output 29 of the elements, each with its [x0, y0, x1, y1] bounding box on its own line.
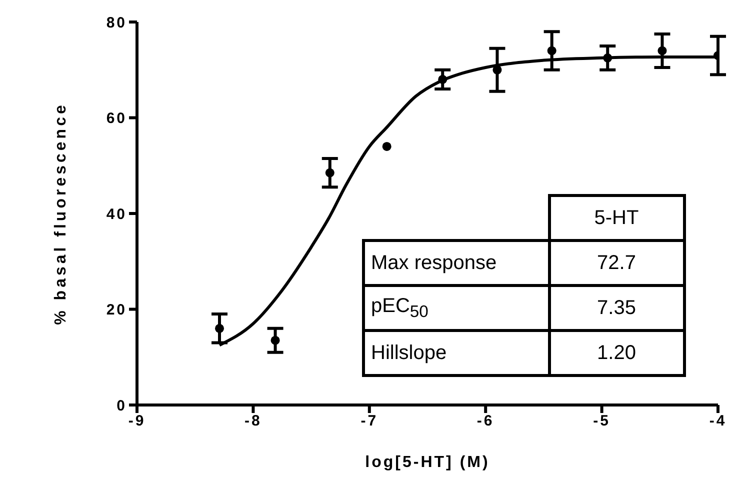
point — [658, 46, 667, 56]
point — [438, 74, 448, 84]
annotation: Hillslope — [364, 330, 549, 376]
x-tick-label: -4 — [709, 412, 727, 430]
y-axis-title: % basal fluorescence — [52, 102, 70, 325]
annotation: 72.7 — [549, 240, 684, 286]
x-tick-label: -9 — [128, 412, 146, 430]
point — [270, 336, 280, 345]
annotation: Max response — [364, 240, 549, 286]
x-tick-label: -7 — [360, 412, 378, 430]
annotation: 5-HT — [549, 196, 684, 240]
x-axis-title: log[5-HT] (M) — [365, 454, 490, 471]
y-tick-label: 60 — [106, 110, 127, 128]
point — [382, 142, 392, 151]
x-tick-label: -8 — [244, 412, 262, 430]
point — [325, 168, 334, 178]
annotation: pEC$_{50}$ — [364, 286, 549, 330]
point — [492, 65, 502, 74]
annotation: 1.20 — [549, 330, 684, 376]
x-tick-label: -6 — [476, 412, 494, 430]
annotation: 7.35 — [549, 286, 684, 330]
y-tick-label: 40 — [106, 206, 127, 223]
point — [547, 46, 556, 56]
y-tick-label: 80 — [106, 14, 127, 32]
x-tick-label: -5 — [593, 412, 610, 430]
point — [214, 324, 224, 333]
point — [603, 53, 612, 62]
y-tick-label: 20 — [106, 302, 127, 319]
y-tick-label: 0 — [116, 397, 127, 414]
